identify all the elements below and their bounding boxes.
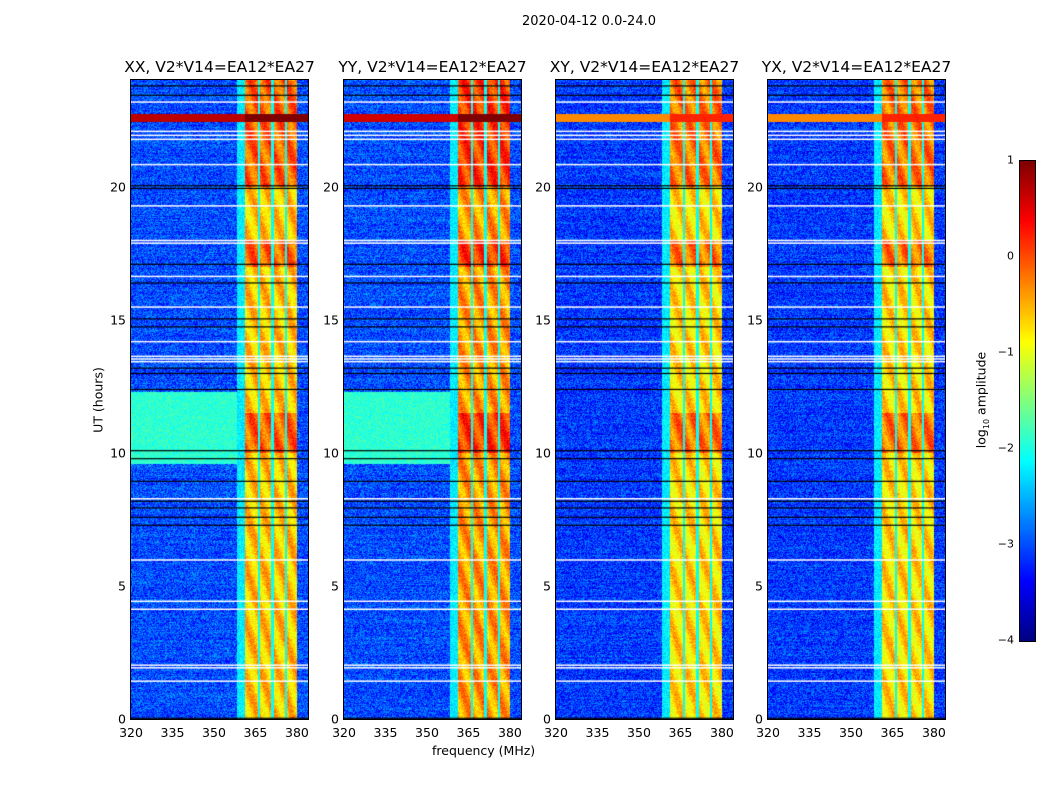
heatmap-yy [343,79,522,720]
y-tick-label: 15 [535,312,551,328]
y-tick-label: 15 [747,312,763,328]
x-tick-label: 365 [456,725,481,740]
colorbar [1019,160,1036,642]
colorbar-tick-label: −1 [997,345,1014,359]
x-tick-label: 380 [922,725,946,740]
x-tick-label: 335 [160,725,185,740]
x-tick-label: 350 [202,725,226,740]
x-tick-label: 365 [668,725,693,740]
x-tick-label: 365 [880,725,905,740]
panel-title: YY, V2*V14=EA12*EA27 [338,58,527,76]
y-tick-label: 10 [110,445,126,461]
x-tick-label: 320 [332,725,356,740]
y-tick-label: 15 [110,312,126,328]
x-tick-label: 380 [498,725,522,740]
x-tick-label: 380 [710,725,734,740]
y-tick-label: 5 [331,578,339,594]
y-tick-label: 10 [535,445,551,461]
y-tick-label: 0 [331,711,339,727]
y-axis-label: UT (hours) [90,367,106,433]
colorbar-tick-label: 1 [1007,153,1014,167]
y-tick-label: 0 [118,711,126,727]
x-tick-label: 335 [585,725,610,740]
colorbar-tick-label: −2 [997,441,1014,455]
x-tick-label: 350 [627,725,651,740]
colorbar-label: log10 amplitude [973,351,991,449]
y-tick-label: 15 [323,312,339,328]
heatmap-xx [130,79,309,720]
y-tick-label: 10 [323,445,339,461]
heatmap-yx [767,79,946,720]
y-tick-label: 0 [543,711,551,727]
y-tick-label: 20 [747,179,763,194]
panel-title: YX, V2*V14=EA12*EA27 [761,58,952,76]
panel-title: XY, V2*V14=EA12*EA27 [549,58,740,76]
x-tick-label: 350 [839,725,863,740]
y-tick-label: 0 [755,711,763,727]
y-tick-label: 20 [535,179,551,194]
x-tick-label: 380 [285,725,309,740]
y-tick-label: 5 [118,578,126,594]
x-tick-label: 320 [119,725,143,740]
x-tick-label: 335 [373,725,398,740]
x-tick-label: 320 [756,725,780,740]
y-tick-label: 5 [543,578,551,594]
x-tick-label: 320 [544,725,568,740]
panel-title: XX, V2*V14=EA12*EA27 [124,58,315,76]
x-tick-label: 365 [243,725,268,740]
x-tick-label: 350 [415,725,439,740]
colorbar-tick-label: 0 [1007,249,1014,263]
colorbar-tick-label: −3 [997,537,1014,551]
x-tick-label: 335 [797,725,822,740]
x-axis-label: frequency (MHz) [432,743,536,758]
y-tick-label: 10 [747,445,763,461]
y-tick-label: 20 [110,179,126,194]
colorbar-tick-label: −4 [997,633,1014,647]
y-tick-label: 20 [323,179,339,194]
y-tick-label: 5 [755,578,763,594]
heatmap-xy [555,79,734,720]
figure-title: 2020-04-12 0.0-24.0 [522,14,656,29]
